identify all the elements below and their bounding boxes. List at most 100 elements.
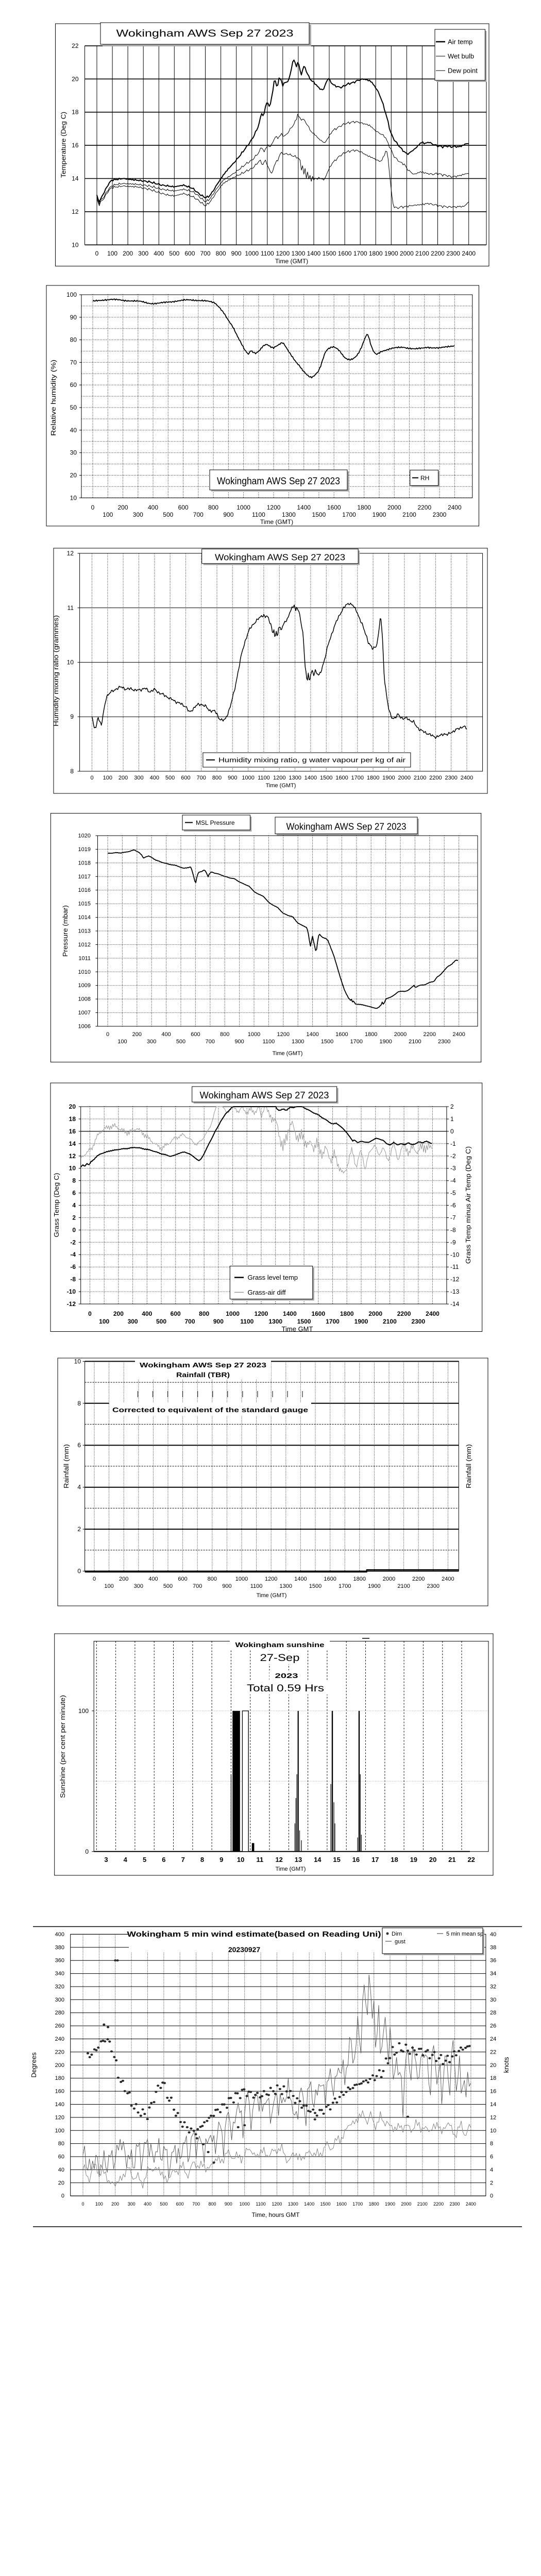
svg-text:Relative humidity (%): Relative humidity (%) xyxy=(49,360,57,436)
svg-text:2200: 2200 xyxy=(397,1310,411,1317)
svg-text:1018: 1018 xyxy=(78,860,91,866)
svg-text:7: 7 xyxy=(181,1856,185,1863)
svg-text:2300: 2300 xyxy=(446,250,460,257)
svg-text:8: 8 xyxy=(490,2141,493,2147)
svg-text:Dew point: Dew point xyxy=(448,67,478,75)
svg-text:1400: 1400 xyxy=(294,1576,307,1582)
svg-text:8: 8 xyxy=(72,1177,76,1184)
svg-text:200: 200 xyxy=(113,1310,124,1317)
svg-text:300: 300 xyxy=(138,250,148,257)
svg-text:27-Sep: 27-Sep xyxy=(260,1653,300,1664)
svg-text:800: 800 xyxy=(216,250,226,257)
svg-text:Sunshine (per cent per minute): Sunshine (per cent per minute) xyxy=(59,1695,66,1798)
svg-text:700: 700 xyxy=(197,775,206,781)
svg-text:Time (GMT): Time (GMT) xyxy=(266,783,296,789)
svg-text:1100: 1100 xyxy=(240,1318,253,1325)
svg-text:0: 0 xyxy=(93,1576,96,1582)
svg-text:280: 280 xyxy=(55,2010,64,2016)
svg-text:2300: 2300 xyxy=(445,775,457,781)
svg-text:12: 12 xyxy=(67,550,74,557)
svg-text:5: 5 xyxy=(143,1856,146,1863)
svg-text:600: 600 xyxy=(178,504,189,511)
svg-text:800: 800 xyxy=(208,2201,216,2207)
svg-text:22: 22 xyxy=(467,1856,475,1863)
svg-text:2200: 2200 xyxy=(412,1576,425,1582)
svg-text:100: 100 xyxy=(103,775,112,781)
svg-text:1900: 1900 xyxy=(382,775,395,781)
svg-text:13: 13 xyxy=(295,1856,302,1863)
svg-text:0: 0 xyxy=(61,2193,64,2199)
svg-text:700: 700 xyxy=(200,250,210,257)
svg-text:Wokingham AWS Sep 27 2023: Wokingham AWS Sep 27 2023 xyxy=(286,822,407,832)
svg-text:0: 0 xyxy=(91,504,95,511)
svg-text:300: 300 xyxy=(134,1583,143,1589)
svg-text:RH: RH xyxy=(420,474,429,482)
svg-text:-10: -10 xyxy=(67,1288,76,1295)
svg-text:-2: -2 xyxy=(450,1153,456,1160)
svg-text:2400: 2400 xyxy=(466,2201,476,2207)
svg-text:20: 20 xyxy=(69,1103,76,1110)
svg-text:1500: 1500 xyxy=(320,775,332,781)
svg-text:knots: knots xyxy=(502,2057,510,2073)
svg-text:340: 340 xyxy=(55,1971,64,1977)
svg-text:90: 90 xyxy=(70,314,77,321)
svg-text:Time (GMT): Time (GMT) xyxy=(257,1592,287,1599)
svg-text:11: 11 xyxy=(257,1856,264,1863)
svg-text:20: 20 xyxy=(72,75,79,82)
svg-text:-8: -8 xyxy=(450,1226,456,1233)
svg-text:Wokingham AWS Sep 27 2023: Wokingham AWS Sep 27 2023 xyxy=(217,476,340,487)
svg-text:20: 20 xyxy=(70,472,77,479)
svg-text:400: 400 xyxy=(150,775,159,781)
svg-text:60: 60 xyxy=(70,381,77,388)
svg-text:500: 500 xyxy=(160,2201,167,2207)
svg-text:Wokingham AWS Sep 27 2023: Wokingham AWS Sep 27 2023 xyxy=(116,28,294,39)
svg-text:Time (GMT): Time (GMT) xyxy=(260,518,293,526)
svg-text:10: 10 xyxy=(237,1856,244,1863)
svg-text:900: 900 xyxy=(222,1583,231,1589)
svg-text:1100: 1100 xyxy=(258,775,270,781)
svg-text:2300: 2300 xyxy=(438,1039,450,1045)
svg-text:500: 500 xyxy=(176,1039,185,1045)
svg-text:0: 0 xyxy=(95,250,99,257)
svg-text:1300: 1300 xyxy=(292,250,306,257)
svg-text:2400: 2400 xyxy=(452,1031,465,1038)
svg-text:Total 0.59 Hrs: Total 0.59 Hrs xyxy=(247,1683,324,1694)
svg-text:1012: 1012 xyxy=(78,942,91,948)
svg-text:1500: 1500 xyxy=(321,1039,333,1045)
svg-text:Wokingham 5 min wind estimate(: Wokingham 5 min wind estimate(based on R… xyxy=(127,1930,381,1939)
svg-text:1500: 1500 xyxy=(323,250,336,257)
svg-text:6: 6 xyxy=(77,1442,81,1449)
svg-text:400: 400 xyxy=(148,504,158,511)
svg-text:18: 18 xyxy=(69,1115,76,1123)
svg-text:5 min mean sp: 5 min mean sp xyxy=(446,1931,483,1937)
svg-text:2000: 2000 xyxy=(368,1310,382,1317)
svg-text:2300: 2300 xyxy=(433,511,447,518)
svg-text:900: 900 xyxy=(231,250,242,257)
svg-text:1800: 1800 xyxy=(365,1031,377,1038)
svg-text:2100: 2100 xyxy=(409,1039,421,1045)
svg-text:16: 16 xyxy=(72,142,79,149)
svg-text:Time GMT: Time GMT xyxy=(282,1325,313,1333)
svg-text:1700: 1700 xyxy=(342,511,356,518)
svg-text:10: 10 xyxy=(67,659,74,666)
svg-text:4: 4 xyxy=(72,1202,76,1209)
svg-text:Time (GMT): Time (GMT) xyxy=(273,1050,303,1057)
svg-text:-9: -9 xyxy=(450,1239,456,1246)
svg-text:15: 15 xyxy=(333,1856,340,1863)
svg-text:12: 12 xyxy=(69,1153,76,1160)
svg-text:-6: -6 xyxy=(450,1202,456,1209)
svg-text:600: 600 xyxy=(176,2201,184,2207)
svg-text:10: 10 xyxy=(70,494,77,501)
svg-text:800: 800 xyxy=(208,1576,217,1582)
svg-text:1200: 1200 xyxy=(277,1031,290,1038)
svg-text:2200: 2200 xyxy=(417,504,431,511)
svg-text:300: 300 xyxy=(128,2201,136,2207)
svg-text:900: 900 xyxy=(213,1318,224,1325)
svg-text:Corrected to equivalent of the: Corrected to equivalent of the standard … xyxy=(112,1406,308,1414)
svg-text:70: 70 xyxy=(70,359,77,366)
svg-text:2000: 2000 xyxy=(383,1576,395,1582)
svg-text:8: 8 xyxy=(77,1400,81,1407)
svg-text:26: 26 xyxy=(490,2023,496,2029)
svg-text:400: 400 xyxy=(142,1310,152,1317)
svg-text:11: 11 xyxy=(67,604,74,612)
